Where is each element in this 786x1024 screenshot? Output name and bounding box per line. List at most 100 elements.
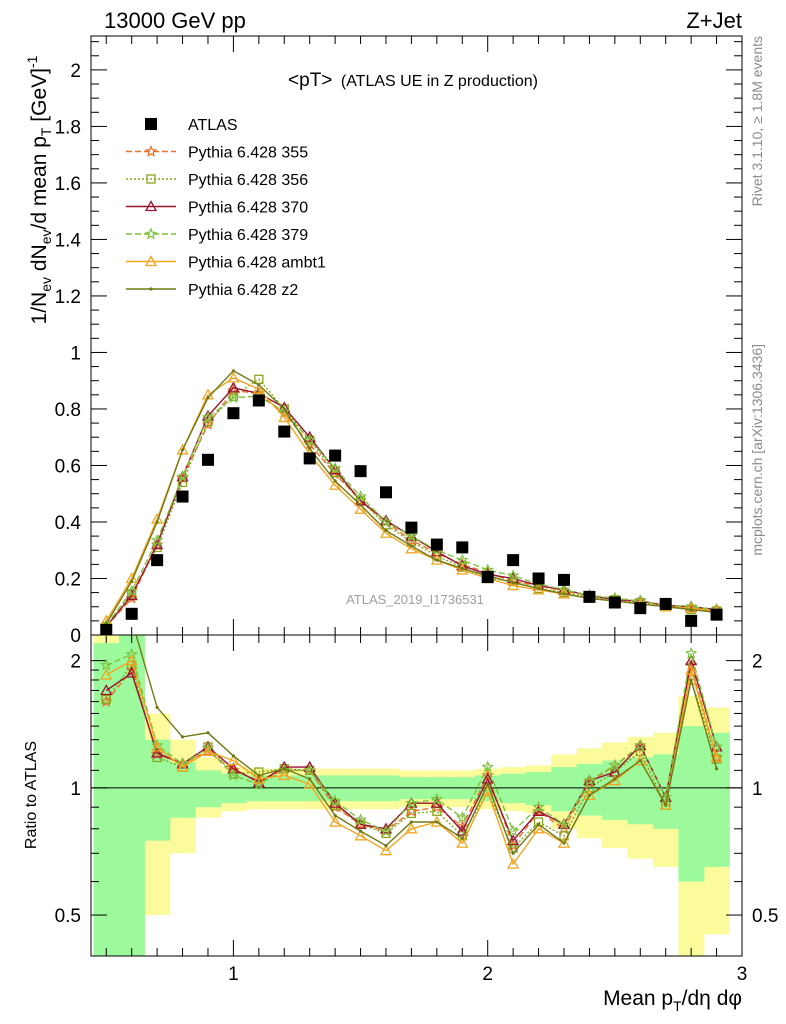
legend-entry-p379: Pythia 6.428 379 [126, 227, 308, 244]
ratio-point-p370 [583, 774, 596, 786]
ratio-band-inner-bin [551, 767, 578, 812]
ratio-band-inner-bin [678, 726, 705, 882]
point-data [176, 490, 189, 503]
ratio-point-p379 [201, 741, 215, 754]
ratio-point-z2 [308, 777, 312, 781]
ratio-point-z2 [282, 767, 286, 771]
ratio-point-ambt1 [659, 798, 672, 810]
point-data [659, 597, 672, 610]
ratio-point-p379 [354, 813, 367, 826]
point-p379 [227, 391, 240, 403]
ratio-point-z2 [562, 841, 566, 845]
ratio-point-p379 [608, 758, 622, 771]
ratio-point-ambt1 [634, 754, 647, 766]
ratio-point-p379 [405, 796, 418, 809]
point-p379 [354, 490, 367, 502]
ratio-point-p379 [328, 794, 342, 807]
y-tick-label: 1 [70, 343, 81, 364]
ratio-point-z2 [689, 678, 693, 682]
x-tick-label: 2 [482, 964, 493, 985]
point-data [278, 425, 291, 438]
y-tick-label: 1.2 [55, 287, 81, 308]
ratio-point-z2 [460, 836, 464, 840]
ratio-point-p379 [532, 800, 545, 813]
ratio-y-axis-label: Ratio to ATLAS [23, 741, 40, 849]
ratio-point-z2 [180, 735, 185, 739]
point-p379 [456, 553, 469, 566]
point-z2 [333, 479, 337, 483]
point-data [608, 596, 621, 609]
legend-label-p355: Pythia 6.428 355 [188, 145, 308, 162]
point-data [125, 607, 138, 620]
ratio-point-ambt1 [710, 751, 723, 763]
legend-marker-ambt1 [144, 255, 158, 267]
ratio-point-p379 [227, 768, 240, 781]
ratio-point-z2 [511, 851, 515, 855]
ratio-point-p370 [456, 824, 469, 836]
y-tick-label: 1.6 [55, 174, 81, 195]
point-ambt1 [227, 371, 240, 383]
ratio-point-p379 [430, 792, 444, 805]
ratio-point-ambt1 [278, 769, 291, 781]
ratio-point-p379 [100, 658, 113, 671]
plot-title: <pT> (ATLAS UE in Z production) [288, 70, 538, 91]
ratio-point-p355 [684, 658, 698, 671]
ratio-point-p379 [176, 757, 189, 770]
legend-entry-ambt1: Pythia 6.428 ambt1 [126, 255, 326, 272]
point-z2 [460, 567, 464, 571]
ratio-point-p379 [278, 763, 291, 776]
y-tick-label: 0.6 [55, 456, 81, 477]
legend-marker-p355 [144, 144, 158, 157]
legend-entry-p370: Pythia 6.428 370 [126, 200, 308, 217]
point-p379 [379, 515, 393, 528]
point-z2 [511, 581, 515, 585]
point-z2 [689, 607, 693, 612]
ratio-uncertainty-bands [93, 635, 730, 956]
ratio-point-ambt1 [329, 815, 342, 827]
point-data [252, 394, 265, 407]
point-data [303, 452, 316, 465]
point-z2 [257, 383, 261, 387]
series-data [100, 394, 723, 635]
ratio-point-p355 [557, 822, 571, 835]
ratio-point-p379 [481, 760, 495, 773]
mcplots-label: mcplots.cern.ch [arXiv:1306.3436] [749, 344, 765, 556]
y-tick-label: 0.8 [55, 400, 81, 421]
header-right: Z+Jet [686, 8, 742, 33]
ratio-point-p356 [533, 817, 544, 827]
legend-marker-p356 [146, 174, 156, 184]
legend-marker-p370 [144, 200, 158, 212]
point-z2 [282, 407, 286, 411]
point-z2 [409, 544, 414, 548]
point-data [507, 554, 520, 567]
ratio-point-ambt1 [176, 760, 189, 772]
ratio-point-z2 [231, 754, 236, 758]
point-z2 [562, 592, 566, 596]
point-z2 [206, 396, 210, 400]
point-data [379, 486, 392, 499]
point-p370 [176, 470, 189, 482]
series-ambt1 [100, 371, 723, 626]
ratio-point-z2 [333, 813, 337, 818]
ratio-point-ambt1 [507, 857, 520, 869]
legend-entry-p355: Pythia 6.428 355 [126, 145, 308, 162]
point-data [354, 465, 367, 478]
point-z2 [130, 579, 134, 583]
ratio-band-inner-bin [195, 770, 222, 808]
rivet-label: Rivet 3.1.10, ≥ 1.8M events [749, 36, 765, 206]
ratio-band-inner-bin [500, 773, 527, 804]
point-ambt1 [685, 601, 698, 613]
ratio-point-ambt1 [685, 663, 698, 675]
legend-label-p356: Pythia 6.428 356 [188, 172, 308, 189]
ratio-point-ambt1 [456, 836, 469, 848]
point-z2 [180, 448, 185, 452]
legend-label-data: ATLAS [188, 117, 238, 134]
point-data [430, 538, 443, 551]
x-axis-label: Mean pT/dη dφ [603, 987, 742, 1014]
ratio-point-z2 [664, 803, 668, 807]
ratio-point-p379 [379, 824, 393, 837]
ratio-point-ambt1 [151, 740, 164, 752]
point-p379 [557, 583, 571, 596]
point-p379 [176, 470, 189, 483]
ratio-point-ambt1 [100, 668, 113, 680]
